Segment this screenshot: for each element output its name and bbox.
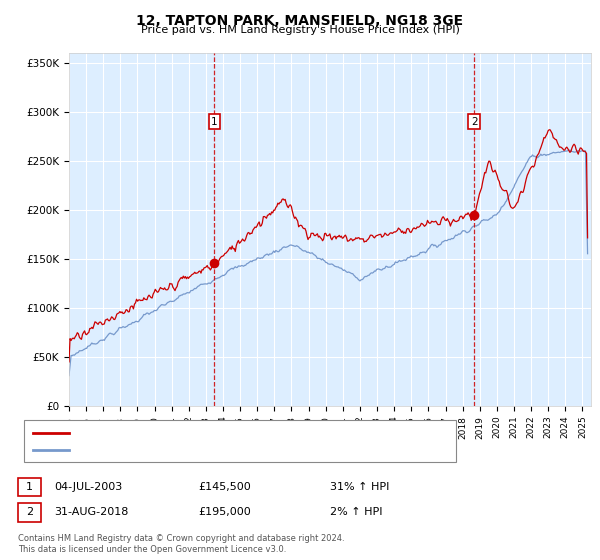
Text: This data is licensed under the Open Government Licence v3.0.: This data is licensed under the Open Gov…: [18, 545, 286, 554]
Text: Price paid vs. HM Land Registry's House Price Index (HPI): Price paid vs. HM Land Registry's House …: [140, 25, 460, 35]
Text: 12, TAPTON PARK, MANSFIELD, NG18 3GE: 12, TAPTON PARK, MANSFIELD, NG18 3GE: [136, 14, 464, 28]
Text: 2: 2: [26, 507, 33, 517]
Text: 12, TAPTON PARK, MANSFIELD, NG18 3GE (detached house): 12, TAPTON PARK, MANSFIELD, NG18 3GE (de…: [75, 428, 368, 437]
Text: Contains HM Land Registry data © Crown copyright and database right 2024.: Contains HM Land Registry data © Crown c…: [18, 534, 344, 543]
Text: 2% ↑ HPI: 2% ↑ HPI: [330, 507, 383, 517]
Text: 1: 1: [211, 117, 218, 127]
Text: £195,000: £195,000: [198, 507, 251, 517]
Text: 1: 1: [26, 482, 33, 492]
Text: HPI: Average price, detached house, Mansfield: HPI: Average price, detached house, Mans…: [75, 445, 303, 455]
Text: 04-JUL-2003: 04-JUL-2003: [54, 482, 122, 492]
Text: 31-AUG-2018: 31-AUG-2018: [54, 507, 128, 517]
Text: £145,500: £145,500: [198, 482, 251, 492]
Text: 31% ↑ HPI: 31% ↑ HPI: [330, 482, 389, 492]
Text: 2: 2: [471, 117, 478, 127]
